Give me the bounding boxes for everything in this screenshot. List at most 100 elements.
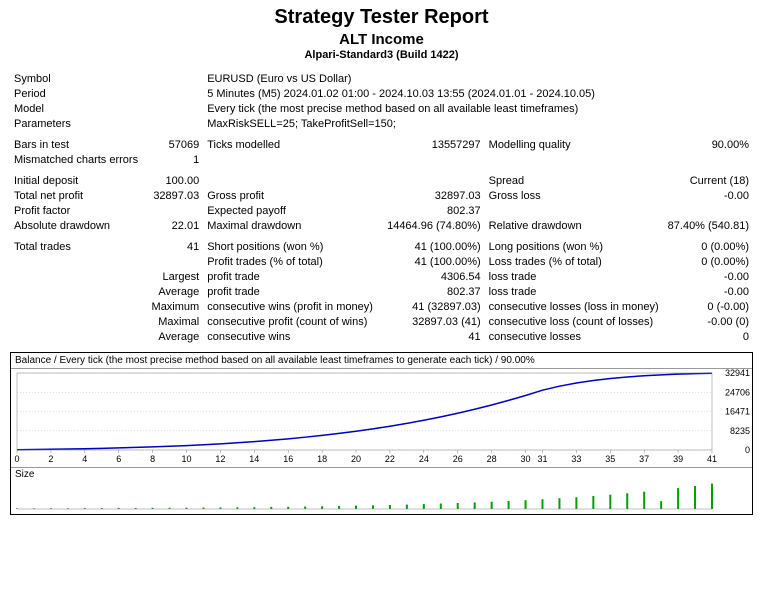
quality-value: 90.00%: [663, 137, 753, 152]
svg-text:26: 26: [453, 454, 463, 464]
acl-label: consecutive losses: [485, 329, 664, 344]
svg-text:2: 2: [48, 454, 53, 464]
svg-text:37: 37: [639, 454, 649, 464]
svg-text:12: 12: [215, 454, 225, 464]
svg-text:22: 22: [385, 454, 395, 464]
svg-text:0: 0: [14, 454, 19, 464]
lprofit-label: profit trade: [203, 269, 383, 284]
report-header: Strategy Tester Report ALT Income Alpari…: [10, 6, 753, 61]
spread-value: Current (18): [663, 173, 753, 188]
svg-text:33: 33: [571, 454, 581, 464]
lloss-label: loss trade: [485, 269, 664, 284]
reldd-value: 87.40% (540.81): [663, 218, 753, 233]
mcw-label: consecutive wins (profit in money): [203, 299, 383, 314]
netprofit-label: Total net profit: [10, 188, 142, 203]
maximum-label: Maximum: [142, 299, 203, 314]
svg-text:14: 14: [249, 454, 259, 464]
bars-label: Bars in test: [10, 137, 142, 152]
svg-text:30: 30: [521, 454, 531, 464]
info-table: Symbol EURUSD (Euro vs US Dollar) Period…: [10, 71, 753, 344]
svg-text:18: 18: [317, 454, 327, 464]
lt-value: 0 (0.00%): [663, 254, 753, 269]
spread-label: Spread: [485, 173, 664, 188]
strategy-name: ALT Income: [10, 31, 753, 48]
ticks-value: 13557297: [383, 137, 485, 152]
svg-text:35: 35: [605, 454, 615, 464]
chart-container: Balance / Every tick (the most precise m…: [10, 352, 753, 515]
row-model: Model Every tick (the most precise metho…: [10, 101, 753, 116]
pf-value: [142, 203, 203, 218]
server-info: Alpari-Standard3 (Build 1422): [10, 49, 753, 61]
row-maximum: Maximum consecutive wins (profit in mone…: [10, 299, 753, 314]
avgcons-label: Average: [142, 329, 203, 344]
svg-text:0: 0: [745, 445, 750, 455]
svg-text:24706: 24706: [725, 387, 750, 397]
balance-chart: 0823516471247063294102468101214161820222…: [11, 369, 754, 464]
netprofit-value: 32897.03: [142, 188, 203, 203]
row-symbol: Symbol EURUSD (Euro vs US Dollar): [10, 71, 753, 86]
pt-value: 41 (100.00%): [383, 254, 485, 269]
aprofit-label: profit trade: [203, 284, 383, 299]
svg-text:39: 39: [673, 454, 683, 464]
svg-text:20: 20: [351, 454, 361, 464]
row-avgcons: Average consecutive wins 41 consecutive …: [10, 329, 753, 344]
mismatched-label: Mismatched charts errors: [10, 152, 142, 167]
reldd-label: Relative drawdown: [485, 218, 664, 233]
svg-text:10: 10: [182, 454, 192, 464]
lloss-value: -0.00: [663, 269, 753, 284]
ep-label: Expected payoff: [203, 203, 383, 218]
average-label: Average: [142, 284, 203, 299]
page-title: Strategy Tester Report: [10, 6, 753, 29]
svg-text:8: 8: [150, 454, 155, 464]
short-label: Short positions (won %): [203, 239, 383, 254]
row-bars: Bars in test 57069 Ticks modelled 135572…: [10, 137, 753, 152]
svg-text:32941: 32941: [725, 369, 750, 378]
svg-text:16471: 16471: [725, 407, 750, 417]
parameters-value: MaxRiskSELL=25; TakeProfitSell=150;: [203, 116, 753, 131]
row-netprofit: Total net profit 32897.03 Gross profit 3…: [10, 188, 753, 203]
aprofit-value: 802.37: [383, 284, 485, 299]
mcp-label: consecutive profit (count of wins): [203, 314, 383, 329]
row-largest: Largest profit trade 4306.54 loss trade …: [10, 269, 753, 284]
pt-label: Profit trades (% of total): [203, 254, 383, 269]
mcll-value: -0.00 (0): [663, 314, 753, 329]
mismatched-value: 1: [142, 152, 203, 167]
symbol-value: EURUSD (Euro vs US Dollar): [203, 71, 753, 86]
row-deposit: Initial deposit 100.00 Spread Current (1…: [10, 173, 753, 188]
row-maximal: Maximal consecutive profit (count of win…: [10, 314, 753, 329]
svg-text:31: 31: [537, 454, 547, 464]
model-label: Model: [10, 101, 142, 116]
long-label: Long positions (won %): [485, 239, 664, 254]
ep-value: 802.37: [383, 203, 485, 218]
chart-caption: Balance / Every tick (the most precise m…: [11, 353, 752, 369]
row-mismatched: Mismatched charts errors 1: [10, 152, 753, 167]
size-label: Size: [11, 467, 752, 481]
svg-text:4: 4: [82, 454, 87, 464]
row-totaltrades: Total trades 41 Short positions (won %) …: [10, 239, 753, 254]
row-parameters: Parameters MaxRiskSELL=25; TakeProfitSel…: [10, 116, 753, 131]
parameters-label: Parameters: [10, 116, 142, 131]
grossloss-label: Gross loss: [485, 188, 664, 203]
grossprofit-value: 32897.03: [383, 188, 485, 203]
lprofit-value: 4306.54: [383, 269, 485, 284]
row-period: Period 5 Minutes (M5) 2024.01.02 01:00 -…: [10, 86, 753, 101]
acw-value: 41: [383, 329, 485, 344]
acw-label: consecutive wins: [203, 329, 383, 344]
aloss-label: loss trade: [485, 284, 664, 299]
absdd-label: Absolute drawdown: [10, 218, 142, 233]
row-average: Average profit trade 802.37 loss trade -…: [10, 284, 753, 299]
period-label: Period: [10, 86, 142, 101]
mcl-value: 0 (-0.00): [663, 299, 753, 314]
tt-label: Total trades: [10, 239, 142, 254]
maxdd-value: 14464.96 (74.80%): [383, 218, 485, 233]
ticks-label: Ticks modelled: [203, 137, 383, 152]
deposit-value: 100.00: [142, 173, 203, 188]
quality-label: Modelling quality: [485, 137, 664, 152]
mcp-value: 32897.03 (41): [383, 314, 485, 329]
svg-text:41: 41: [707, 454, 717, 464]
row-profittrades: Profit trades (% of total) 41 (100.00%) …: [10, 254, 753, 269]
maxdd-label: Maximal drawdown: [203, 218, 383, 233]
svg-text:28: 28: [487, 454, 497, 464]
long-value: 0 (0.00%): [663, 239, 753, 254]
pf-label: Profit factor: [10, 203, 142, 218]
